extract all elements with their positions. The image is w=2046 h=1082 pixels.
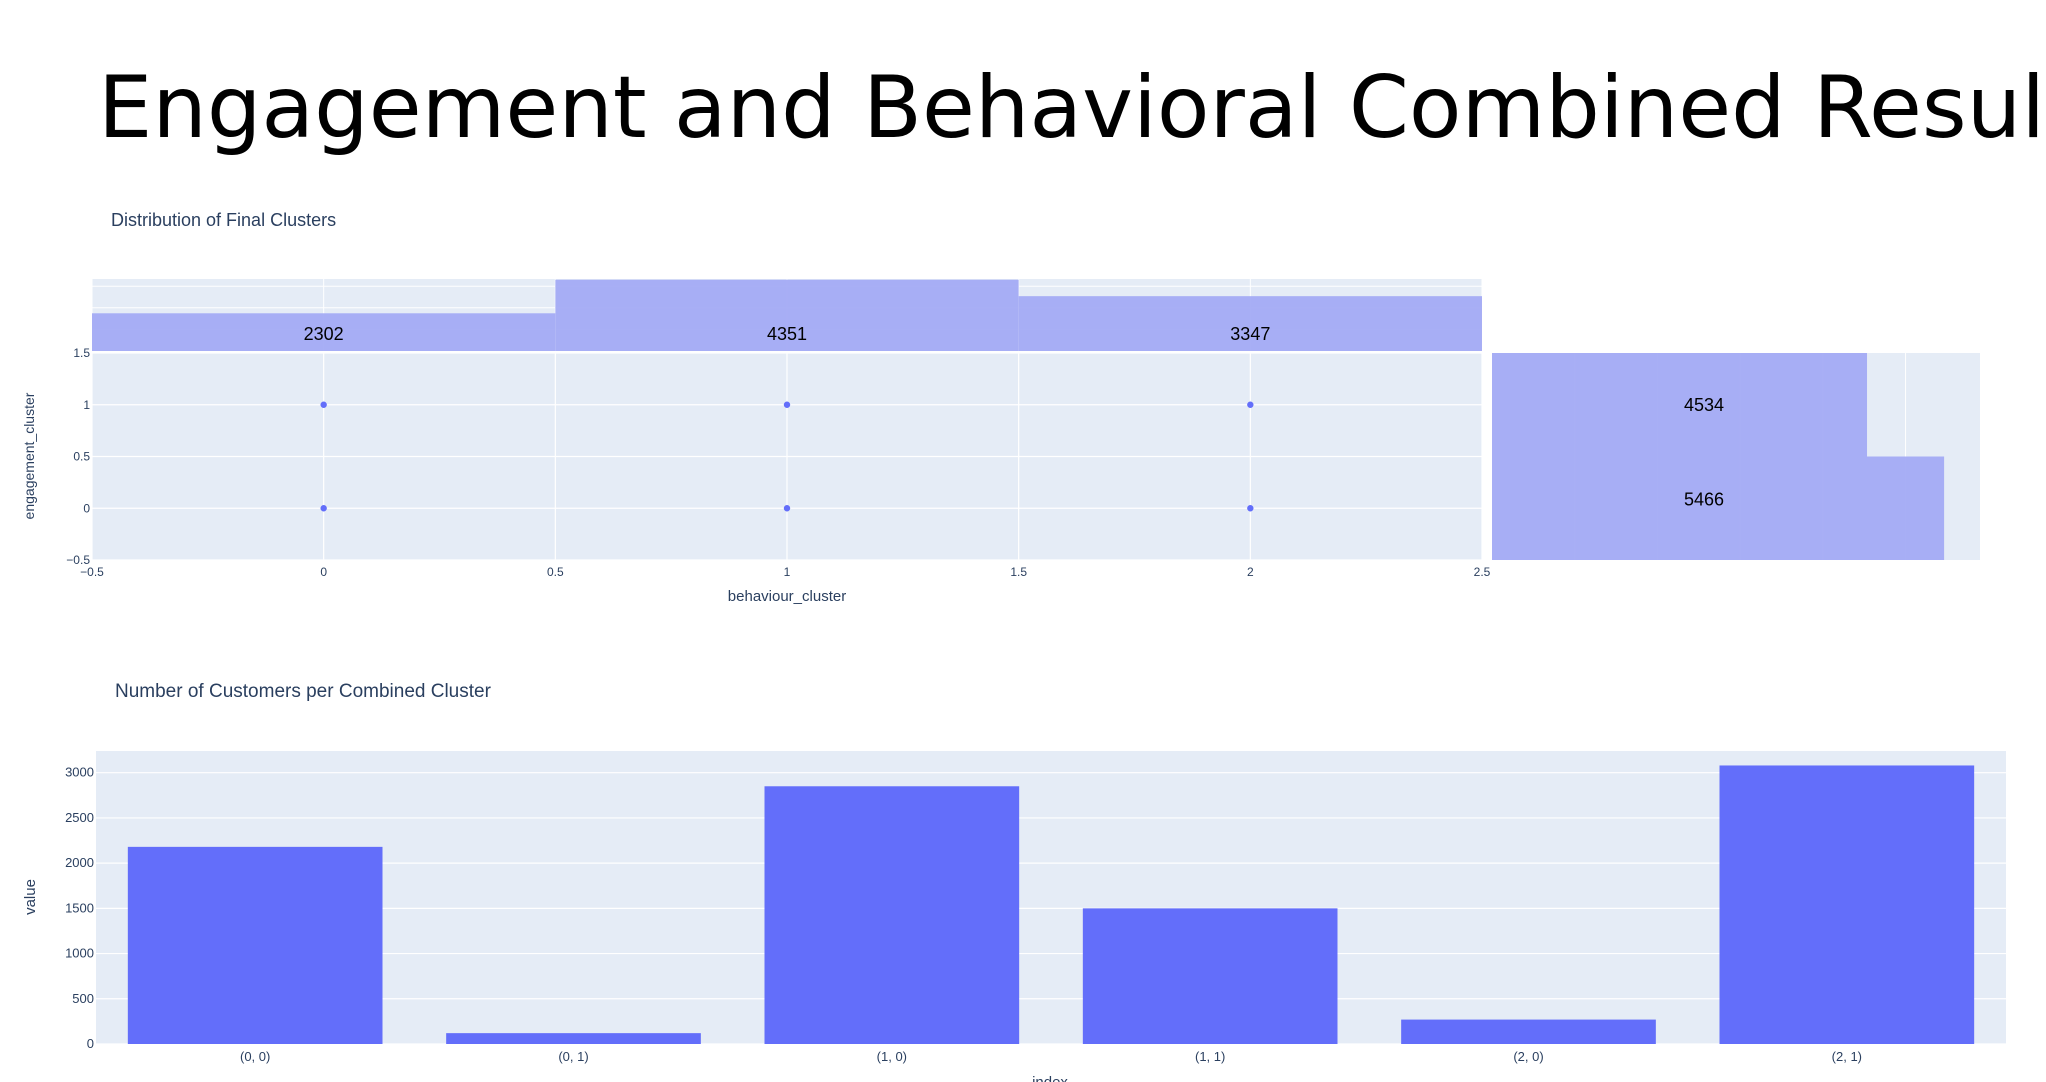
chart2-y-tick: 0	[87, 1036, 94, 1051]
chart1-marginal-x-bars: 2302 4351 3347	[92, 279, 1482, 351]
combined-cluster-bar-chart: Number of Customers per Combined Cluster…	[22, 681, 2006, 1082]
chart2-bar	[446, 1033, 701, 1044]
chart1-y-ticks: −0.5 0 0.5 1 1.5	[66, 346, 90, 567]
chart2-gridlines	[96, 772, 2006, 1045]
chart2-x-tick: (2, 1)	[1832, 1049, 1862, 1064]
chart1-x-tick: −0.5	[80, 565, 104, 579]
chart1-marginal-y-bar	[1492, 456, 1945, 560]
chart2-x-tick: (0, 0)	[240, 1049, 270, 1064]
chart2-y-tick: 1500	[65, 900, 94, 915]
chart1-x-ticks: −0.5 0 0.5 1 1.5 2 2.5	[80, 565, 1491, 579]
chart2-y-tick: 2000	[65, 855, 94, 870]
chart2-x-tick: (1, 1)	[1195, 1049, 1225, 1064]
chart1-y-tick: 0.5	[73, 450, 90, 464]
chart1-x-tick: 0.5	[547, 565, 564, 579]
chart1-x-tick: 0	[320, 565, 327, 579]
chart2-x-ticks: (0, 0) (0, 1) (1, 0) (1, 1) (2, 0) (2, 1)	[240, 1049, 1862, 1064]
slide-title: Engagement and Behavioral Combined Resul…	[98, 58, 2046, 158]
chart1-marginal-y-bar	[1492, 353, 1868, 457]
chart2-bar	[1719, 765, 1975, 1044]
chart2-bars	[127, 765, 1975, 1044]
chart1-y-tick: −0.5	[66, 553, 90, 567]
chart2-x-tick: (0, 1)	[558, 1049, 588, 1064]
chart1-marginal-x-label: 4351	[767, 324, 807, 344]
chart1-x-tick: 2	[1247, 565, 1254, 579]
chart1-title: Distribution of Final Clusters	[111, 210, 336, 230]
chart1-point	[783, 401, 791, 408]
chart2-y-tick: 3000	[65, 765, 94, 780]
chart1-x-tick: 1.5	[1010, 565, 1027, 579]
chart1-x-tick: 1	[784, 565, 791, 579]
chart2-x-axis-label: index	[1032, 1074, 1068, 1082]
chart1-y-axis-label: engagement_cluster	[21, 392, 37, 519]
chart1-points	[320, 401, 1254, 512]
chart2-x-tick: (2, 0)	[1513, 1049, 1543, 1064]
chart1-point	[783, 505, 791, 512]
chart1-y-tick: 0	[83, 501, 90, 515]
chart1-y-tick: 1.5	[73, 346, 90, 360]
chart2-plot-area	[96, 751, 2006, 1044]
chart1-marginal-x-label: 3347	[1230, 324, 1270, 344]
chart1-x-axis-label: behaviour_cluster	[728, 588, 846, 605]
chart2-y-tick: 2500	[65, 810, 94, 825]
chart1-point	[320, 505, 327, 512]
chart1-marginal-x-label: 2302	[304, 324, 344, 344]
chart1-marginal-y-label: 4534	[1684, 395, 1724, 415]
chart1-marginal-y-bars: 5466 4534	[1492, 353, 1945, 560]
chart2-bar	[1401, 1019, 1656, 1044]
chart1-point	[320, 401, 327, 408]
chart2-bar	[127, 846, 383, 1044]
chart1-marginal-y-label: 5466	[1684, 489, 1724, 509]
chart2-title: Number of Customers per Combined Cluster	[115, 681, 492, 702]
chart2-y-tick: 500	[72, 991, 94, 1006]
chart2-y-tick: 1000	[65, 946, 94, 961]
chart2-bar	[764, 786, 1020, 1044]
chart1-y-tick: 1	[83, 398, 90, 412]
chart2-y-axis-label: value	[22, 879, 39, 915]
chart2-x-tick: (1, 0)	[877, 1049, 907, 1064]
cluster-distribution-chart: Distribution of Final Clusters 2302 4351 3…	[21, 210, 1980, 605]
chart1-marginal-x-bar	[92, 313, 556, 351]
chart1-marginal-x-bar	[1018, 296, 1482, 351]
chart1-marginal-x-bar	[555, 279, 1019, 351]
chart1-point	[1247, 505, 1254, 512]
chart1-x-tick: 2.5	[1474, 565, 1491, 579]
chart2-bar	[1082, 908, 1338, 1044]
chart2-y-ticks: 0 500 1000 1500 2000 2500 3000	[65, 765, 94, 1051]
chart1-point	[1247, 401, 1254, 408]
